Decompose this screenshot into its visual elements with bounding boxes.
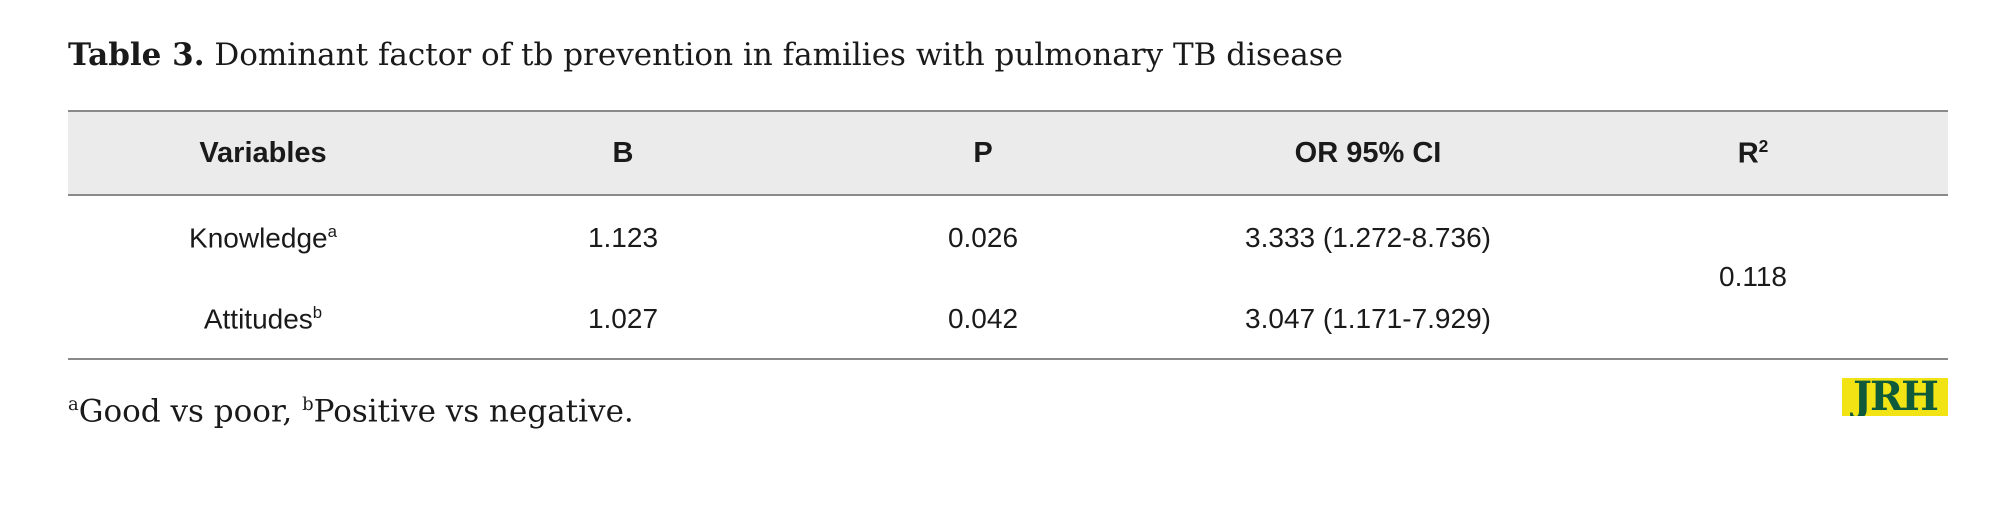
cell-or-ci: 3.047 (1.171-7.929) bbox=[1178, 280, 1558, 360]
header-r-squared-sup: 2 bbox=[1758, 135, 1769, 156]
table-footnote: aGood vs poor, bPositive vs negative. bbox=[68, 380, 634, 436]
footnote-sup-b: b bbox=[302, 394, 314, 415]
table-header: Variables B P OR 95% CI R2 bbox=[68, 110, 1948, 196]
cell-p: 0.042 bbox=[788, 280, 1178, 360]
journal-logo-text: JRH bbox=[1853, 378, 1939, 416]
table-row: Attitudesb 1.027 0.042 3.047 (1.171-7.92… bbox=[68, 280, 1948, 360]
cell-variable-sup: a bbox=[327, 221, 337, 241]
footnote-text-a: Good vs poor, bbox=[78, 393, 303, 430]
header-b: B bbox=[458, 110, 788, 196]
header-p: P bbox=[788, 110, 1178, 196]
cell-or-ci: 3.333 (1.272-8.736) bbox=[1245, 222, 1491, 253]
cell-p: 0.026 bbox=[947, 222, 1019, 253]
table-body: Knowledgea 1.123 0.026 3.333 (1.272-8.73… bbox=[68, 195, 1948, 360]
cell-variable: Knowledgea bbox=[68, 195, 458, 280]
table-caption-label: Table 3. bbox=[68, 37, 205, 73]
journal-logo: JRH bbox=[1842, 378, 1948, 416]
cell-b: 1.123 bbox=[587, 222, 659, 253]
footnote-sup-a: a bbox=[68, 394, 79, 415]
results-table-container: Variables B P OR 95% CI R2 Knowledgea 1.… bbox=[68, 110, 1948, 360]
cell-r-squared: 0.118 bbox=[1558, 195, 1948, 360]
table-row: Knowledgea 1.123 0.026 3.333 (1.272-8.73… bbox=[68, 195, 1948, 360]
header-variables: Variables bbox=[68, 110, 458, 196]
header-r-squared-base: R bbox=[1737, 137, 1759, 170]
cell-variable-name: Attitudes bbox=[203, 303, 313, 335]
table-caption-text: Dominant factor of tb prevention in fami… bbox=[204, 37, 1344, 73]
cell-variable: Attitudesb bbox=[68, 280, 458, 360]
table-caption: Table 3. Dominant factor of tb preventio… bbox=[68, 30, 1343, 80]
cell-b: 1.027 bbox=[458, 280, 788, 360]
cell-variable-sup: b bbox=[312, 302, 323, 322]
header-row: Variables B P OR 95% CI R2 bbox=[68, 110, 1948, 196]
footnote-text-b: Positive vs negative. bbox=[313, 393, 634, 430]
results-table: Variables B P OR 95% CI R2 Knowledgea 1.… bbox=[68, 110, 1948, 360]
cell-variable-name: Knowledge bbox=[189, 222, 328, 254]
header-or-ci: OR 95% CI bbox=[1178, 110, 1558, 196]
header-r-squared: R2 bbox=[1558, 110, 1948, 196]
